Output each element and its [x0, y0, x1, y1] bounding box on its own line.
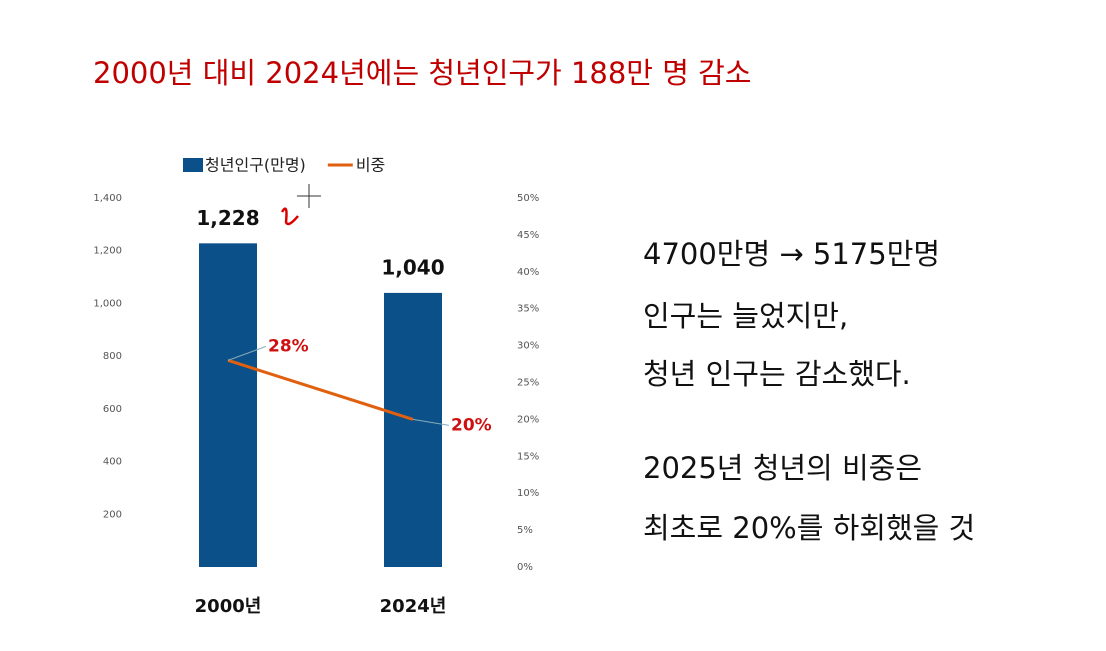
y2-tick-label: 0%	[517, 562, 533, 573]
x-tick-label: 2024년	[380, 596, 447, 617]
y-tick-label: 1,200	[93, 246, 122, 257]
note-text: 청년 인구는 감소했다.	[643, 357, 911, 391]
line	[227, 358, 414, 421]
line-value-label: 28%	[268, 336, 309, 356]
legend-label: 비중	[356, 156, 385, 175]
note-text: 인구는 늘었지만,	[643, 299, 848, 333]
line-value-label: 20%	[451, 415, 492, 435]
bar-value-label: 1,228	[196, 206, 259, 230]
y2-tick-label: 25%	[517, 378, 539, 389]
note-text: 최초로 20%를 하회했을 것	[643, 511, 975, 545]
bar-value-label: 1,040	[381, 255, 444, 279]
y-tick-label: 400	[103, 457, 122, 468]
y2-tick-label: 20%	[517, 414, 539, 425]
legend-swatch	[183, 158, 203, 172]
y-tick-label: 200	[103, 509, 122, 520]
y2-tick-label: 35%	[517, 304, 539, 315]
cursor	[297, 184, 321, 208]
annotation-scribble	[280, 207, 299, 226]
leader-line	[412, 418, 450, 426]
y-tick-label: 1,000	[93, 298, 122, 309]
leader-line	[227, 345, 267, 361]
note-text: 4700만명 → 5175만명	[643, 237, 940, 271]
y2-tick-label: 5%	[517, 525, 533, 536]
y-tick-label: 800	[103, 351, 122, 362]
y2-tick-label: 40%	[517, 267, 539, 278]
y-tick-label: 1,400	[93, 193, 122, 204]
bar	[199, 243, 257, 567]
legend-label: 청년인구(만명)	[205, 156, 306, 175]
x-tick-label: 2000년	[195, 596, 262, 617]
y2-tick-label: 30%	[517, 341, 539, 352]
y2-tick-label: 15%	[517, 451, 539, 462]
y2-tick-label: 45%	[517, 230, 539, 241]
slide-title: 2000년 대비 2024년에는 청년인구가 188만 명 감소	[93, 56, 751, 90]
bar	[384, 292, 442, 567]
y2-tick-label: 50%	[517, 193, 539, 204]
y2-tick-label: 10%	[517, 488, 539, 499]
note-text: 2025년 청년의 비중은	[643, 451, 922, 485]
y-tick-label: 600	[103, 404, 122, 415]
